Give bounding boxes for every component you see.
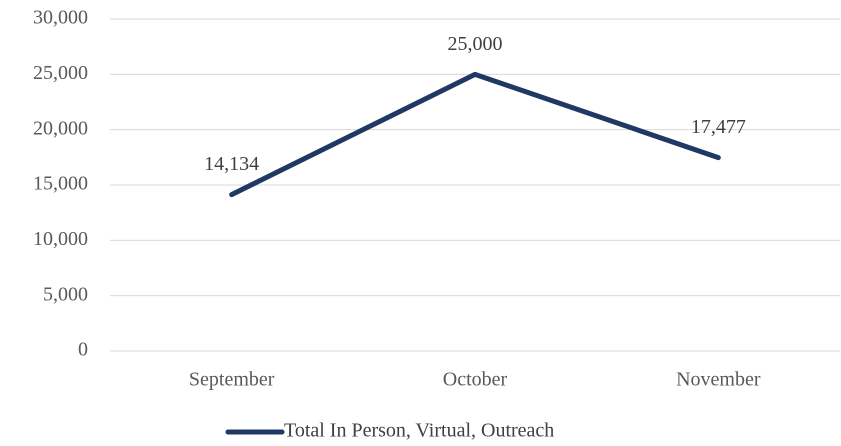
- data-label: 17,477: [691, 116, 746, 138]
- x-tick-label: September: [189, 369, 275, 391]
- series-line: [229, 71, 721, 198]
- y-tick-label: 0: [78, 339, 88, 361]
- data-label: 25,000: [448, 33, 503, 55]
- y-tick-label: 20,000: [33, 117, 88, 139]
- y-tick-label: 10,000: [33, 228, 88, 250]
- y-tick-label: 25,000: [33, 62, 88, 84]
- y-tick-label: 30,000: [33, 7, 88, 29]
- legend-label: Total In Person, Virtual, Outreach: [284, 420, 554, 442]
- x-tick-label: October: [443, 369, 508, 391]
- y-tick-label: 15,000: [33, 173, 88, 195]
- y-tick-label: 5,000: [43, 283, 88, 305]
- x-tick-label: November: [676, 369, 761, 391]
- data-label: 14,134: [204, 153, 259, 175]
